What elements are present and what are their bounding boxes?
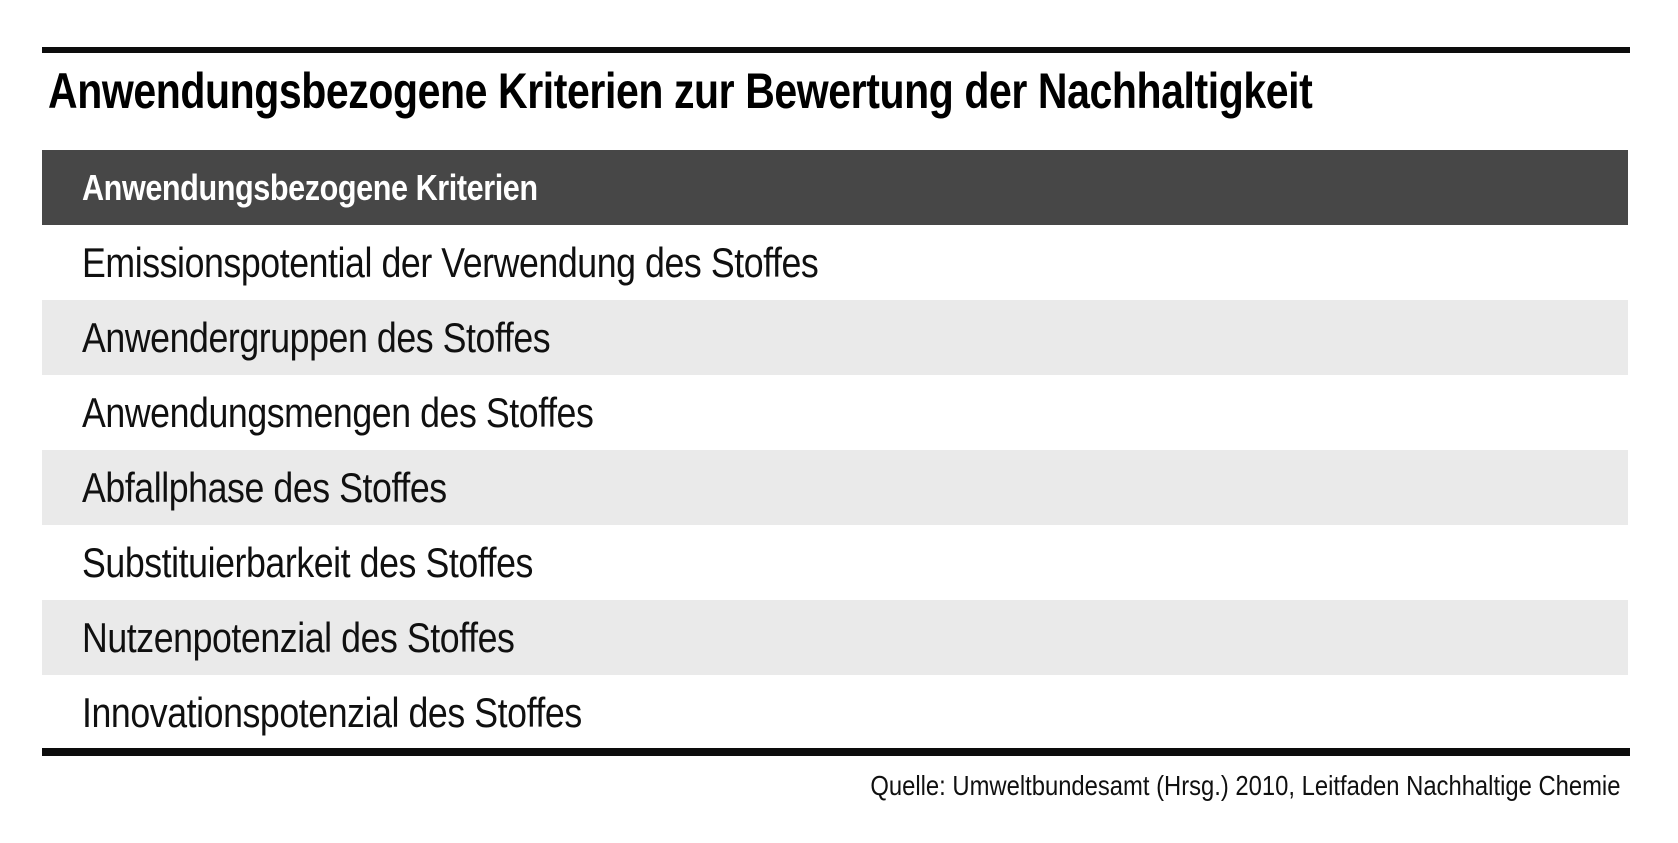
table-row: Nutzenpotenzial des Stoffes [42, 600, 1628, 675]
table-row: Emissionspotential der Verwendung des St… [42, 225, 1628, 300]
row-label: Substituierbarkeit des Stoffes [82, 538, 533, 586]
table-header-label: Anwendungsbezogene Kriterien [82, 166, 538, 208]
row-label: Anwendergruppen des Stoffes [82, 313, 551, 361]
row-label: Innovationspotenzial des Stoffes [82, 688, 582, 736]
page-title: Anwendungsbezogene Kriterien zur Bewertu… [48, 63, 1313, 119]
table-row: Anwendungsmengen des Stoffes [42, 375, 1628, 450]
row-label: Anwendungsmengen des Stoffes [82, 388, 594, 436]
criteria-table: Anwendungsbezogene Kriterien Emissionspo… [42, 150, 1628, 750]
table-row: Anwendergruppen des Stoffes [42, 300, 1628, 375]
source-note: Quelle: Umweltbundesamt (Hrsg.) 2010, Le… [869, 770, 1620, 801]
row-label: Nutzenpotenzial des Stoffes [82, 613, 515, 661]
table-row: Substituierbarkeit des Stoffes [42, 525, 1628, 600]
table-header-row: Anwendungsbezogene Kriterien [42, 150, 1628, 225]
top-rule [42, 47, 1630, 53]
table-row: Innovationspotenzial des Stoffes [42, 675, 1628, 750]
row-label: Abfallphase des Stoffes [82, 463, 447, 511]
bottom-rule [42, 748, 1630, 756]
row-label: Emissionspotential der Verwendung des St… [82, 238, 819, 286]
table-row: Abfallphase des Stoffes [42, 450, 1628, 525]
